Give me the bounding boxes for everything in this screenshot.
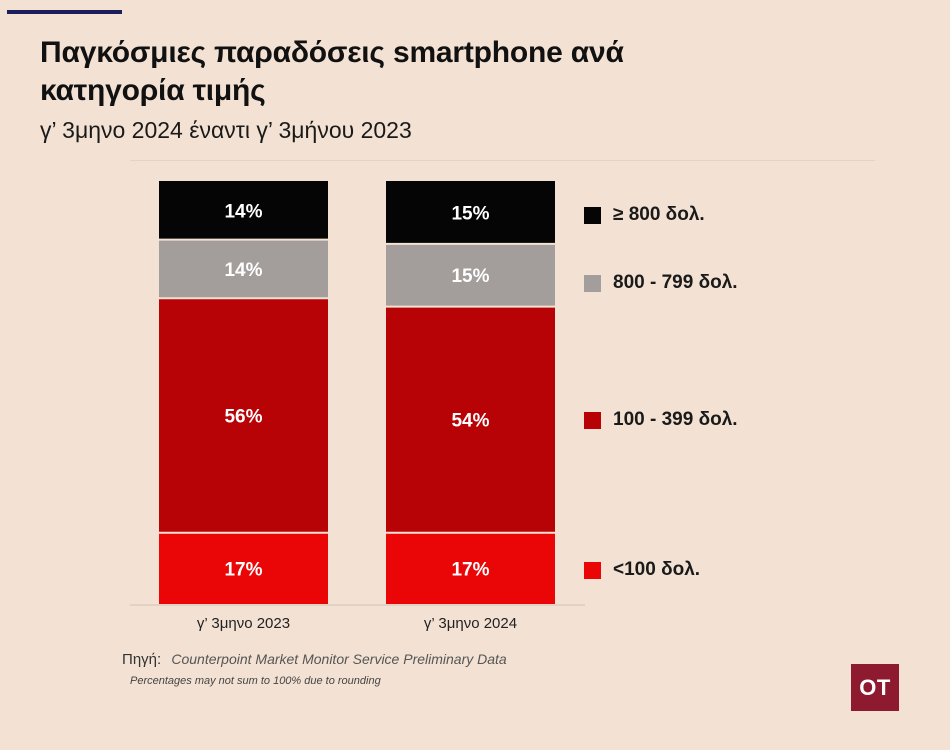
legend-swatch [584,561,601,579]
ot-logo: OT [851,664,899,711]
data-label: 54% [451,411,489,432]
source-line: Πηγή: Counterpoint Market Monitor Servic… [122,651,507,668]
legend-label: <100 δολ. [613,559,701,580]
legend-label: ≥ 800 δολ. [613,204,705,225]
bar-segment [159,181,328,240]
data-label: 17% [224,559,262,580]
data-label: 15% [451,266,489,287]
top-accent-rule [7,10,122,14]
data-label: 56% [224,407,262,428]
source-value: Counterpoint Market Monitor Service Prel… [171,651,507,667]
bar-segment [386,243,555,307]
bar-segment [159,298,328,533]
x-tick-label: γ’ 3μηνο 2024 [424,615,517,632]
bar-segment [159,532,328,604]
rounding-note: Percentages may not sum to 100% due to r… [130,675,381,687]
bar-segment [386,181,555,244]
legend-swatch [584,274,601,292]
bars-layer: 17% 56% 14% 14% 17% 54% 15% 15% [159,181,555,604]
chart-subtitle: γ’ 3μηνο 2024 έναντι γ’ 3μήνου 2023 [40,117,412,143]
bar-segment [159,239,328,299]
legend-swatch [584,411,601,429]
header-separator [130,160,875,161]
chart-title: Παγκόσμιες παραδόσεις smartphone ανά κατ… [40,36,624,107]
x-tick-label: γ’ 3μηνο 2023 [197,615,290,632]
data-label: 14% [224,201,262,222]
legend-item: ≥ 800 δολ. [584,204,705,226]
legend-item: <100 δολ. [584,559,700,581]
legend-item: 100 - 399 δολ. [584,409,738,431]
legend-label: 800 - 799 δολ. [613,272,738,293]
x-tick-labels: γ’ 3μηνο 2023 γ’ 3μηνο 2024 [197,615,517,632]
bar-segment [386,532,555,604]
legend-swatch [584,206,601,224]
legend-item: 800 - 799 δολ. [584,272,738,294]
legend-label: 100 - 399 δολ. [613,409,738,430]
source-label: Πηγή: [122,651,162,668]
bar-segment [386,306,555,533]
data-label: 14% [224,260,262,281]
data-label: 15% [451,203,489,224]
data-label: 17% [451,559,489,580]
